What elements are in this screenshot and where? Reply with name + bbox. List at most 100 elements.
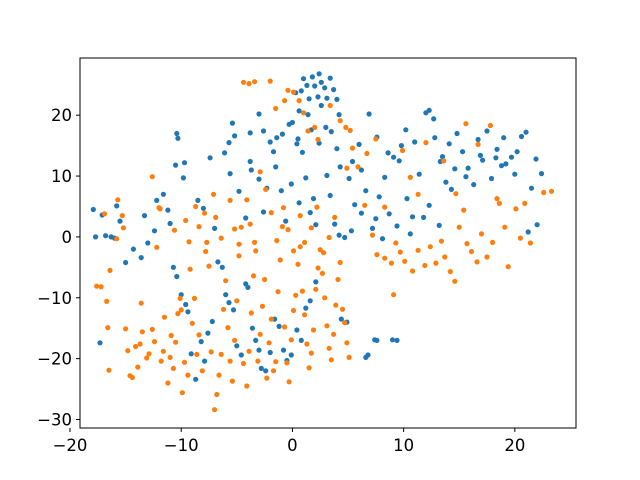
scatter-point: [480, 157, 486, 163]
scatter-point: [240, 79, 247, 85]
scatter-point: [202, 210, 208, 216]
scatter-point: [478, 231, 485, 237]
scatter-point: [181, 359, 188, 365]
scatter-point: [386, 211, 392, 217]
scatter-point: [327, 192, 333, 199]
scatter-point: [349, 158, 356, 165]
scatter-point: [216, 372, 222, 378]
scatter-point: [339, 306, 346, 312]
scatter-point: [167, 354, 173, 360]
scatter-point: [236, 188, 242, 194]
scatter-point: [475, 136, 481, 143]
scatter-point: [279, 131, 285, 137]
scatter-point: [403, 127, 409, 133]
scatter-point: [389, 337, 396, 343]
scatter-point: [328, 357, 334, 363]
scatter-point: [399, 147, 406, 154]
scatter-point: [168, 332, 174, 339]
scatter-point: [227, 171, 233, 177]
scatter-point: [304, 82, 310, 88]
scatter-point: [212, 407, 218, 413]
scatter-point: [452, 166, 458, 172]
scatter-point: [501, 135, 507, 141]
scatter-point: [154, 244, 160, 250]
scatter-point: [315, 265, 321, 271]
scatter-point: [322, 295, 328, 301]
scatter-point: [196, 224, 202, 230]
scatter-point: [463, 174, 469, 180]
scatter-point: [273, 359, 279, 365]
scatter-point: [255, 358, 261, 364]
scatter-point: [343, 124, 349, 130]
scatter-point: [528, 185, 535, 191]
scatter-point: [296, 108, 302, 114]
scatter-point: [238, 224, 244, 230]
scatter-point: [432, 135, 438, 141]
scatter-point: [119, 213, 125, 219]
scatter-point: [257, 331, 263, 337]
scatter-point: [236, 241, 242, 247]
scatter-point: [306, 96, 312, 102]
scatter-point: [326, 234, 332, 241]
scatter-point: [471, 182, 477, 188]
scatter-point: [327, 102, 333, 109]
scatter-point: [346, 354, 352, 360]
scatter-point: [494, 196, 500, 202]
scatter-point: [245, 284, 251, 290]
scatter-point: [205, 330, 211, 336]
scatter-point: [167, 220, 173, 227]
scatter-point: [278, 188, 284, 194]
scatter-point: [423, 140, 429, 146]
scatter-point: [260, 128, 267, 134]
scatter-point: [331, 87, 337, 93]
scatter-point: [305, 112, 311, 118]
scatter-point: [299, 149, 305, 155]
scatter-point: [518, 133, 525, 140]
scatter-point: [508, 154, 515, 160]
scatter-point: [314, 204, 320, 210]
scatter-point: [90, 206, 96, 213]
scatter-point: [374, 252, 380, 258]
scatter-point: [333, 302, 339, 308]
scatter-point: [145, 240, 151, 246]
scatter-point: [226, 140, 232, 146]
scatter-point: [303, 175, 309, 181]
scatter-point: [423, 110, 429, 116]
scatter-point: [130, 246, 136, 252]
points-layer: [90, 71, 555, 413]
scatter-point: [214, 391, 220, 398]
scatter-point: [212, 225, 218, 231]
scatter-point: [426, 202, 432, 208]
scatter-point: [249, 325, 255, 331]
scatter-point: [327, 75, 333, 81]
scatter-point: [324, 323, 330, 329]
scatter-point: [460, 149, 466, 155]
scatter-point: [191, 295, 198, 301]
scatter-point: [294, 141, 300, 147]
scatter-point: [189, 320, 195, 326]
scatter-point: [548, 188, 555, 194]
scatter-point: [394, 223, 400, 229]
scatter-point: [262, 276, 268, 283]
scatter-point: [151, 339, 158, 345]
scatter-point: [117, 218, 123, 224]
scatter-point: [477, 152, 483, 158]
scatter-point: [352, 202, 358, 208]
scatter-point: [173, 339, 179, 345]
scatter-point: [494, 146, 500, 152]
scatter-point: [364, 150, 370, 157]
scatter-point: [101, 211, 108, 217]
scatter-point: [183, 301, 189, 308]
scatter-point: [267, 139, 273, 145]
scatter-point: [98, 284, 104, 290]
scatter-point: [313, 222, 319, 228]
scatter-point: [275, 289, 281, 295]
x-tick-label: −20: [53, 436, 88, 455]
scatter-point: [502, 224, 508, 230]
scatter-point: [366, 111, 372, 117]
scatter-point: [232, 337, 238, 343]
scatter-point: [252, 79, 258, 85]
scatter-point: [274, 135, 280, 141]
scatter-point: [533, 156, 539, 162]
scatter-point: [388, 260, 394, 266]
